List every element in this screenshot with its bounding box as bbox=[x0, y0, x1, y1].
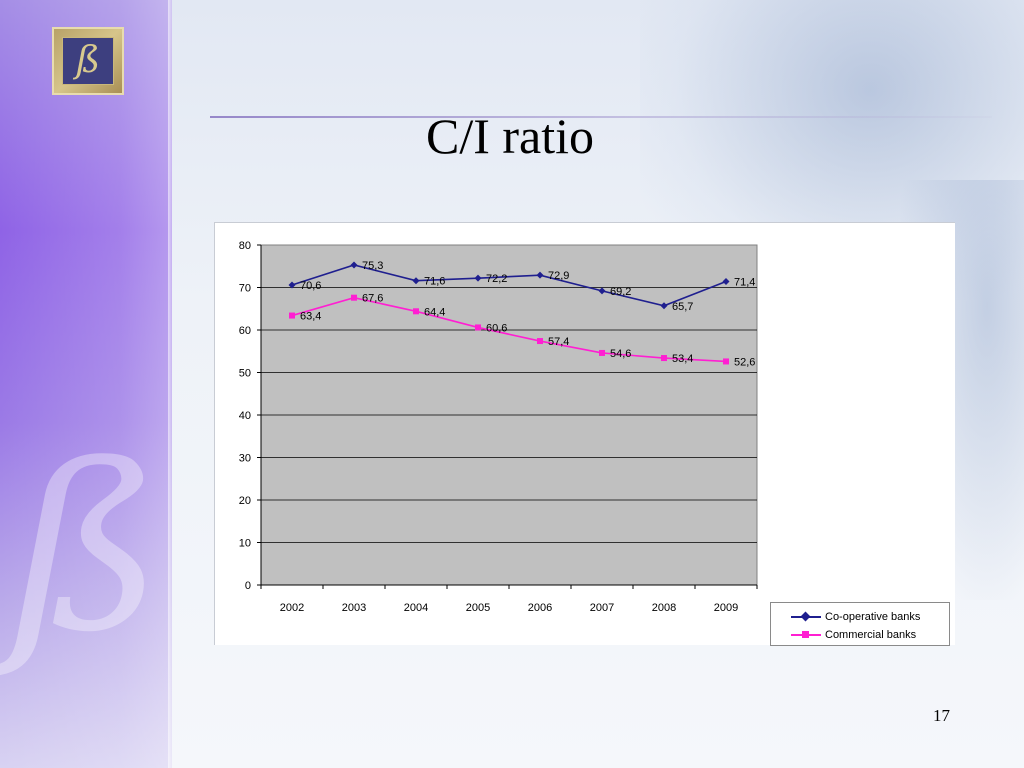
data-label: 72,9 bbox=[548, 270, 569, 282]
sidebar-band bbox=[0, 0, 172, 768]
series-line-commercial bbox=[291, 296, 727, 363]
chart-legend: Co-operative banks Commercial banks bbox=[770, 602, 950, 646]
data-label: 54,6 bbox=[610, 348, 631, 360]
data-point bbox=[351, 294, 357, 301]
data-label: 69,2 bbox=[610, 286, 631, 298]
data-point bbox=[288, 281, 296, 289]
square-marker-icon bbox=[802, 631, 809, 638]
data-point bbox=[475, 324, 481, 331]
x-tick-label: 2006 bbox=[528, 602, 552, 614]
y-tick-label: 70 bbox=[239, 283, 251, 295]
y-tick-label: 30 bbox=[239, 453, 251, 465]
data-point bbox=[350, 261, 358, 269]
y-tick-label: 50 bbox=[239, 368, 251, 380]
data-point bbox=[660, 302, 668, 310]
data-point bbox=[474, 274, 482, 282]
data-label: 57,4 bbox=[548, 336, 569, 348]
x-tick-label: 2005 bbox=[466, 602, 490, 614]
data-point bbox=[412, 277, 420, 285]
title-divider bbox=[210, 116, 992, 118]
data-label: 71,6 bbox=[424, 276, 445, 288]
data-label: 71,4 bbox=[734, 277, 755, 289]
data-label: 63,4 bbox=[300, 311, 321, 323]
legend-label: Co-operative banks bbox=[825, 611, 921, 623]
y-tick-label: 80 bbox=[239, 240, 251, 252]
diamond-marker-icon bbox=[800, 611, 811, 622]
slide-title: C/I ratio bbox=[425, 108, 595, 164]
legend-label: Commercial banks bbox=[825, 629, 917, 641]
x-tick-label: 2007 bbox=[590, 602, 614, 614]
y-tick-label: 40 bbox=[239, 410, 251, 422]
data-label: 60,6 bbox=[486, 322, 507, 334]
data-point bbox=[661, 355, 667, 362]
data-point bbox=[537, 338, 543, 345]
y-tick-label: 0 bbox=[245, 580, 251, 592]
sidebar-edge bbox=[168, 0, 174, 768]
data-label: 52,6 bbox=[734, 356, 755, 368]
data-point bbox=[536, 271, 544, 279]
y-tick-label: 20 bbox=[239, 495, 251, 507]
data-point bbox=[723, 358, 729, 365]
series-line-cooperative bbox=[291, 264, 727, 307]
data-point bbox=[722, 278, 730, 286]
data-label: 72,2 bbox=[486, 273, 507, 285]
data-point bbox=[289, 312, 295, 319]
data-label: 64,4 bbox=[424, 306, 445, 318]
watermark-logo-icon: ß bbox=[9, 420, 163, 680]
x-tick-label: 2002 bbox=[280, 602, 304, 614]
line-chart: 0 10 20 30 40 50 60 70 80 2002 2003 2004 2005 2006 200… bbox=[239, 240, 758, 614]
y-tick-label: 60 bbox=[239, 325, 251, 337]
data-label: 65,7 bbox=[672, 301, 693, 313]
page-number: 17 bbox=[933, 706, 950, 725]
data-label: 75,3 bbox=[362, 260, 383, 272]
x-tick-label: 2004 bbox=[404, 602, 428, 614]
data-label: 67,6 bbox=[362, 293, 383, 305]
x-tick-label: 2003 bbox=[342, 602, 366, 614]
x-tick-label: 2008 bbox=[652, 602, 676, 614]
chart-panel: 0 10 20 30 40 50 60 70 80 2002 2003 2004 2005 2006 200… bbox=[214, 222, 955, 646]
data-point bbox=[599, 349, 605, 356]
data-label: 70,6 bbox=[300, 280, 321, 292]
y-tick-label: 10 bbox=[239, 538, 251, 550]
x-tick-label: 2009 bbox=[714, 602, 738, 614]
data-point bbox=[598, 287, 606, 295]
bank-logo-icon: ß bbox=[52, 27, 124, 95]
data-point bbox=[413, 308, 419, 315]
data-label: 53,4 bbox=[672, 353, 693, 365]
bank-logo-glyph: ß bbox=[62, 37, 114, 85]
sidebar-highlight bbox=[0, 0, 172, 768]
